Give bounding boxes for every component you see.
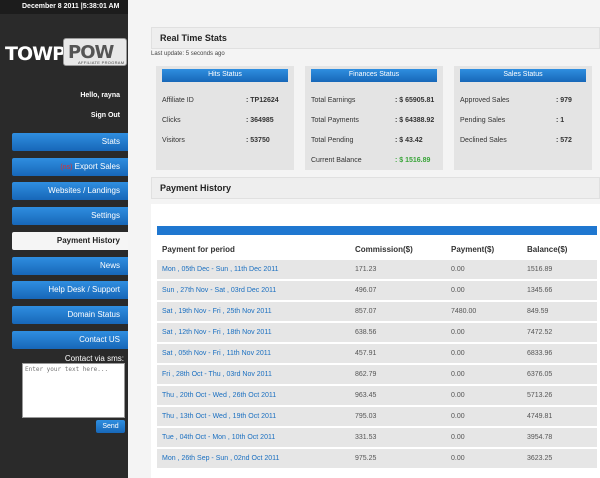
- table-cell: 0.00: [451, 329, 465, 336]
- sidebar: December 8 2011 |5:38:01 AM TOWP●W POW A…: [0, 0, 128, 478]
- period-link[interactable]: Thu , 13th Oct - Wed , 19th Oct 2011: [162, 413, 277, 420]
- sales-title: Sales Status: [460, 69, 586, 82]
- table-cell: 6833.96: [527, 350, 553, 357]
- period-link[interactable]: Mon , 05th Dec - Sun , 11th Dec 2011: [162, 266, 279, 273]
- table-cell: 0.00: [451, 392, 465, 399]
- signout-link[interactable]: Sign Out: [90, 112, 120, 119]
- table-cell: 638.56: [355, 329, 377, 336]
- nav-export-sales[interactable]: (ns) Export Sales: [12, 158, 128, 176]
- table-row: Sun , 27th Nov - Sat , 03rd Dec 2011 496.…: [157, 281, 597, 300]
- table-cell: 7480.00: [451, 308, 477, 315]
- main-content: Real Time Stats Last update: 5 seconds a…: [128, 0, 600, 478]
- sms-input[interactable]: [22, 363, 125, 418]
- period-link[interactable]: Thu , 20th Oct - Wed , 26th Oct 2011: [162, 392, 277, 399]
- table-cell: 0.00: [451, 287, 465, 294]
- logo-tagline: AFFILIATE PROGRAM: [78, 60, 125, 65]
- logo-text-2: P: [52, 43, 66, 65]
- table-cell: 0.00: [451, 455, 465, 462]
- period-link[interactable]: Sat , 12th Nov - Fri , 18th Nov 2011: [162, 329, 272, 336]
- table-cell: 0.00: [451, 371, 465, 378]
- table-row: Sat , 12th Nov - Fri , 18th Nov 2011 638.…: [157, 323, 597, 342]
- table-cell: 5713.26: [527, 392, 553, 399]
- nav-helpdesk[interactable]: Help Desk / Support: [12, 281, 128, 299]
- payment-history-title: Payment History: [151, 177, 600, 199]
- table-cell: 862.79: [355, 371, 377, 378]
- nav-news[interactable]: News: [12, 257, 128, 275]
- table-cell: 975.25: [355, 455, 377, 462]
- table-cell: 7472.52: [527, 329, 553, 336]
- table-header-bar: [157, 226, 597, 235]
- logo-text-1: TOW: [5, 43, 53, 65]
- table-cell: 857.07: [355, 308, 377, 315]
- table-cell: 1345.66: [527, 287, 553, 294]
- table-cell: 6376.05: [527, 371, 553, 378]
- table-cell: 0.00: [451, 350, 465, 357]
- table-row: Fri , 28th Oct - Thu , 03rd Nov 2011 862.…: [157, 365, 597, 384]
- current-balance-value: : $ 1516.89: [395, 157, 431, 164]
- logo-badge: POW AFFILIATE PROGRAM: [63, 38, 127, 66]
- table-cell: 0.00: [451, 266, 465, 273]
- table-row: Sat , 19th Nov - Fri , 25th Nov 2011 857.…: [157, 302, 597, 321]
- new-badge: (ns): [60, 164, 73, 171]
- table-cell: 1516.89: [527, 266, 553, 273]
- logo[interactable]: TOWP●W POW AFFILIATE PROGRAM: [3, 38, 127, 68]
- period-link[interactable]: Tue , 04th Oct - Mon , 10th Oct 2011: [162, 434, 276, 441]
- finances-title: Finances Status: [311, 69, 437, 82]
- table-cell: 0.00: [451, 413, 465, 420]
- last-update: Last update: 5 seconds ago: [151, 51, 225, 57]
- table-cell: 496.07: [355, 287, 377, 294]
- realtime-title: Real Time Stats: [151, 27, 600, 49]
- table-cell: 331.53: [355, 434, 377, 441]
- table-row: Mon , 26th Sep - Sun , 02nd Oct 2011 975.…: [157, 449, 597, 468]
- nav-payment-history[interactable]: Payment History: [12, 232, 128, 250]
- table-cell: 963.45: [355, 392, 377, 399]
- hits-title: Hits Status: [162, 69, 288, 82]
- table-cell: 4749.81: [527, 413, 553, 420]
- column-header: Payment for period: [162, 245, 235, 254]
- datetime: December 8 2011 |5:38:01 AM: [0, 0, 128, 14]
- nav-export-label: Export Sales: [74, 162, 120, 171]
- nav-domain-status[interactable]: Domain Status: [12, 306, 128, 324]
- table-row: Thu , 20th Oct - Wed , 26th Oct 2011 963.…: [157, 386, 597, 405]
- table-row: Sat , 05th Nov - Fri , 11th Nov 2011 457.…: [157, 344, 597, 363]
- nav-stats[interactable]: Stats: [12, 133, 128, 151]
- payment-table: Payment for period Commission($) Payment…: [151, 204, 600, 478]
- table-cell: 171.23: [355, 266, 377, 273]
- send-button[interactable]: Send: [96, 420, 125, 433]
- table-row: Mon , 05th Dec - Sun , 11th Dec 2011 171.…: [157, 260, 597, 279]
- period-link[interactable]: Sat , 19th Nov - Fri , 25th Nov 2011: [162, 308, 272, 315]
- logo-badge-text: POW: [68, 42, 114, 63]
- period-link[interactable]: Mon , 26th Sep - Sun , 02nd Oct 2011: [162, 455, 280, 462]
- period-link[interactable]: Fri , 28th Oct - Thu , 03rd Nov 2011: [162, 371, 272, 378]
- table-row: Tue , 04th Oct - Mon , 10th Oct 2011 331.…: [157, 428, 597, 447]
- hits-panel: Hits Status Affiliate ID: TP12624 Clicks…: [156, 66, 294, 170]
- table-cell: 3623.25: [527, 455, 553, 462]
- period-link[interactable]: Sat , 05th Nov - Fri , 11th Nov 2011: [162, 350, 272, 357]
- column-header: Payment($): [451, 245, 495, 254]
- finances-panel: Finances Status Total Earnings: $ 65905.…: [305, 66, 443, 170]
- period-link[interactable]: Sun , 27th Nov - Sat , 03rd Dec 2011: [162, 287, 277, 294]
- table-cell: 849.59: [527, 308, 549, 315]
- column-header: Commission($): [355, 245, 413, 254]
- nav-websites[interactable]: Websites / Landings: [12, 182, 128, 200]
- table-cell: 457.91: [355, 350, 377, 357]
- table-cell: 0.00: [451, 434, 465, 441]
- nav-settings[interactable]: Settings: [12, 207, 128, 225]
- nav-contact[interactable]: Contact US: [12, 331, 128, 349]
- table-row: Thu , 13th Oct - Wed , 19th Oct 2011 795.…: [157, 407, 597, 426]
- sms-label: Contact via sms:: [64, 354, 124, 363]
- table-cell: 3954.78: [527, 434, 553, 441]
- table-cell: 795.03: [355, 413, 377, 420]
- column-header: Balance($): [527, 245, 568, 254]
- sales-panel: Sales Status Approved Sales: 979 Pending…: [454, 66, 592, 170]
- user-greeting: Hello, rayna: [80, 92, 120, 99]
